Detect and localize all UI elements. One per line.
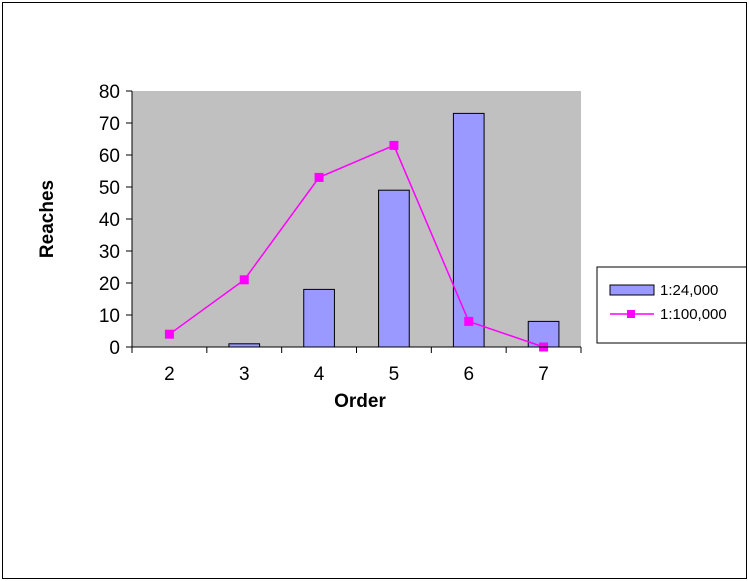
- y-tick-label: 40: [99, 210, 120, 231]
- y-tick-label: 10: [99, 306, 120, 327]
- y-tick-label: 50: [99, 178, 120, 199]
- bar-order-5: [378, 189, 410, 348]
- legend-swatch-marker: [627, 310, 635, 318]
- y-tick-label: 30: [99, 242, 120, 263]
- axes-group: [126, 90, 582, 353]
- legend-box: [596, 266, 746, 344]
- y-tick-label: 0: [109, 338, 120, 359]
- x-tick-label: 5: [389, 364, 400, 385]
- x-tick-labels: 2 3 4 5 6 7: [164, 364, 549, 385]
- x-tick-label: 7: [538, 364, 549, 385]
- y-tick-labels: 0 10 20 30 40 50 60 70 80: [99, 82, 120, 359]
- x-tick-label: 6: [463, 364, 474, 385]
- legend-label-1-100000: 1:100,000: [660, 306, 727, 323]
- x-tick-label: 3: [239, 364, 250, 385]
- bar-order-6: [452, 112, 485, 348]
- marker-order-3: [239, 275, 249, 285]
- marker-order-6: [464, 316, 474, 326]
- x-tick-label: 4: [314, 364, 325, 385]
- y-tick-label: 60: [99, 146, 120, 167]
- marker-order-5: [389, 140, 399, 150]
- chart-svg: 0 10 20 30 40 50 60 70 80 2 3 4 5 6 7 Reaches Order 1…: [37, 82, 746, 412]
- bar-order-4: [303, 288, 335, 348]
- plot-area: [132, 91, 581, 347]
- legend-label-1-24000: 1:24,000: [660, 282, 718, 299]
- line-1-100000: [168, 144, 544, 348]
- x-tick-label: 2: [164, 364, 175, 385]
- legend-swatch-bar: [609, 284, 655, 296]
- marker-order-4: [314, 172, 324, 182]
- y-tick-label: 70: [99, 114, 120, 135]
- marker-order-2: [164, 329, 174, 339]
- y-tick-label: 80: [99, 82, 120, 103]
- y-tick-label: 20: [99, 274, 120, 295]
- legend: 1:24,000 1:100,000: [596, 266, 746, 344]
- y-axis-title: Reaches: [37, 180, 58, 258]
- x-axis-title: Order: [334, 391, 386, 412]
- bar-series-group: [228, 112, 560, 348]
